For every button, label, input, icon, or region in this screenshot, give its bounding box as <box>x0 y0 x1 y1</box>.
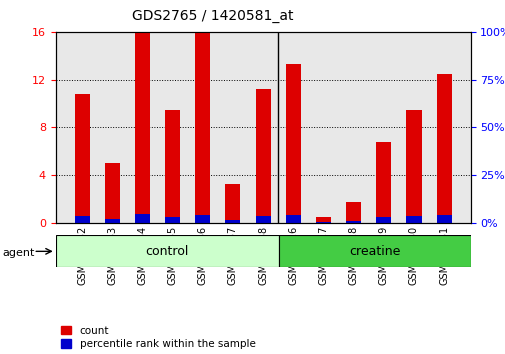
Bar <box>225 220 240 223</box>
Bar <box>195 215 210 223</box>
Bar <box>436 215 451 223</box>
Bar <box>225 184 240 223</box>
Bar <box>315 217 330 223</box>
Bar <box>105 163 120 223</box>
Bar <box>74 94 89 223</box>
Bar <box>255 89 270 223</box>
Bar <box>195 32 210 223</box>
Bar <box>135 32 149 223</box>
Bar <box>315 222 330 223</box>
Bar <box>56 235 279 267</box>
Bar <box>74 216 89 223</box>
Bar <box>279 235 470 267</box>
Legend: count, percentile rank within the sample: count, percentile rank within the sample <box>61 326 255 349</box>
Bar <box>285 64 300 223</box>
Bar <box>255 216 270 223</box>
Text: creatine: creatine <box>348 245 400 258</box>
Text: control: control <box>145 245 189 258</box>
Bar <box>135 215 149 223</box>
Bar <box>345 201 361 223</box>
Bar <box>406 216 421 223</box>
Bar <box>345 222 361 223</box>
Bar <box>436 74 451 223</box>
Bar <box>105 219 120 223</box>
Bar <box>285 215 300 223</box>
Bar <box>406 109 421 223</box>
Bar <box>376 142 390 223</box>
Bar <box>165 217 180 223</box>
Bar <box>376 217 390 223</box>
Text: agent: agent <box>3 248 35 258</box>
Text: GDS2765 / 1420581_at: GDS2765 / 1420581_at <box>131 9 293 23</box>
Bar <box>165 109 180 223</box>
